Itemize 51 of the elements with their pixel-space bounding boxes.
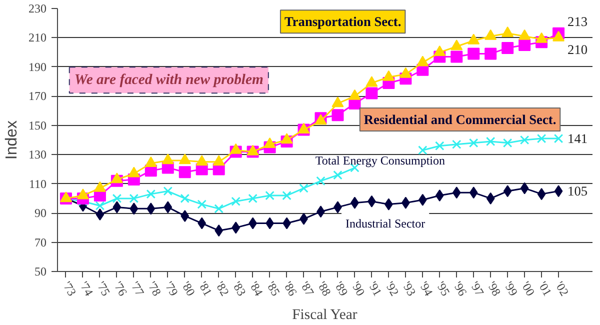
x-tick-label: '73	[60, 279, 80, 298]
y-axis-title: Index	[4, 120, 20, 160]
x-tick-label: '96	[450, 279, 470, 298]
series-label: Industrial Sector	[345, 216, 426, 230]
x-tick-label: '93	[400, 279, 419, 298]
series-label: Residential and Commercial Sect.	[364, 112, 556, 128]
x-tick-label: '76	[110, 279, 130, 298]
x-tick-label: '98	[484, 279, 504, 298]
y-tick-label: 210	[28, 30, 46, 45]
x-tick-label: '01	[535, 279, 555, 298]
x-tick-label: '02	[552, 279, 572, 298]
x-tick-label: '91	[366, 279, 385, 298]
x-tick-label: '75	[94, 279, 114, 298]
x-tick-label: '00	[518, 279, 538, 298]
y-tick-label: 170	[28, 89, 46, 104]
x-tick-label: '88	[314, 279, 334, 298]
x-tick-label: '74	[76, 279, 96, 298]
x-tick-label: '89	[332, 279, 351, 298]
x-tick-label: '79	[162, 279, 182, 298]
x-tick-label: '92	[382, 279, 402, 298]
x-tick-label: '81	[196, 279, 215, 298]
y-tick-label: 90	[34, 206, 46, 220]
y-tick-label: 70	[34, 235, 46, 250]
x-tick-label: '78	[144, 279, 164, 298]
data-label: 210	[568, 42, 588, 58]
x-tick-label: '77	[128, 279, 148, 298]
x-tick-label: '95	[434, 279, 453, 298]
x-tick-label: '90	[348, 279, 368, 298]
y-tick-label: 190	[28, 60, 46, 74]
y-tick-label: 230	[28, 2, 46, 16]
series-label: Total Energy Consumption	[315, 153, 446, 168]
y-tick-label: 50	[34, 264, 46, 278]
x-tick-label: '87	[298, 279, 317, 298]
x-tick-label: '80	[178, 279, 198, 298]
x-tick-label: '97	[468, 279, 487, 298]
y-tick-label: 130	[28, 148, 46, 162]
x-tick-label: '86	[280, 279, 300, 298]
x-tick-label: '85	[264, 279, 283, 298]
x-tick-label: '99	[502, 279, 521, 298]
data-label: 105	[568, 184, 588, 199]
annotation: We are faced with new problem	[74, 72, 264, 88]
y-tick-label: 110	[28, 176, 47, 191]
text: Transportation Sect.	[284, 14, 402, 30]
x-axis-title: Fiscal Year	[292, 306, 358, 323]
x-tick-label: '82	[212, 279, 232, 298]
x-tick-label: '84	[246, 279, 266, 298]
x-tick-label: '94	[416, 279, 436, 298]
x-tick-label: '83	[230, 279, 249, 298]
data-label: 141	[568, 131, 588, 146]
y-tick-label: 150	[28, 118, 46, 132]
data-label: 213	[568, 14, 588, 29]
